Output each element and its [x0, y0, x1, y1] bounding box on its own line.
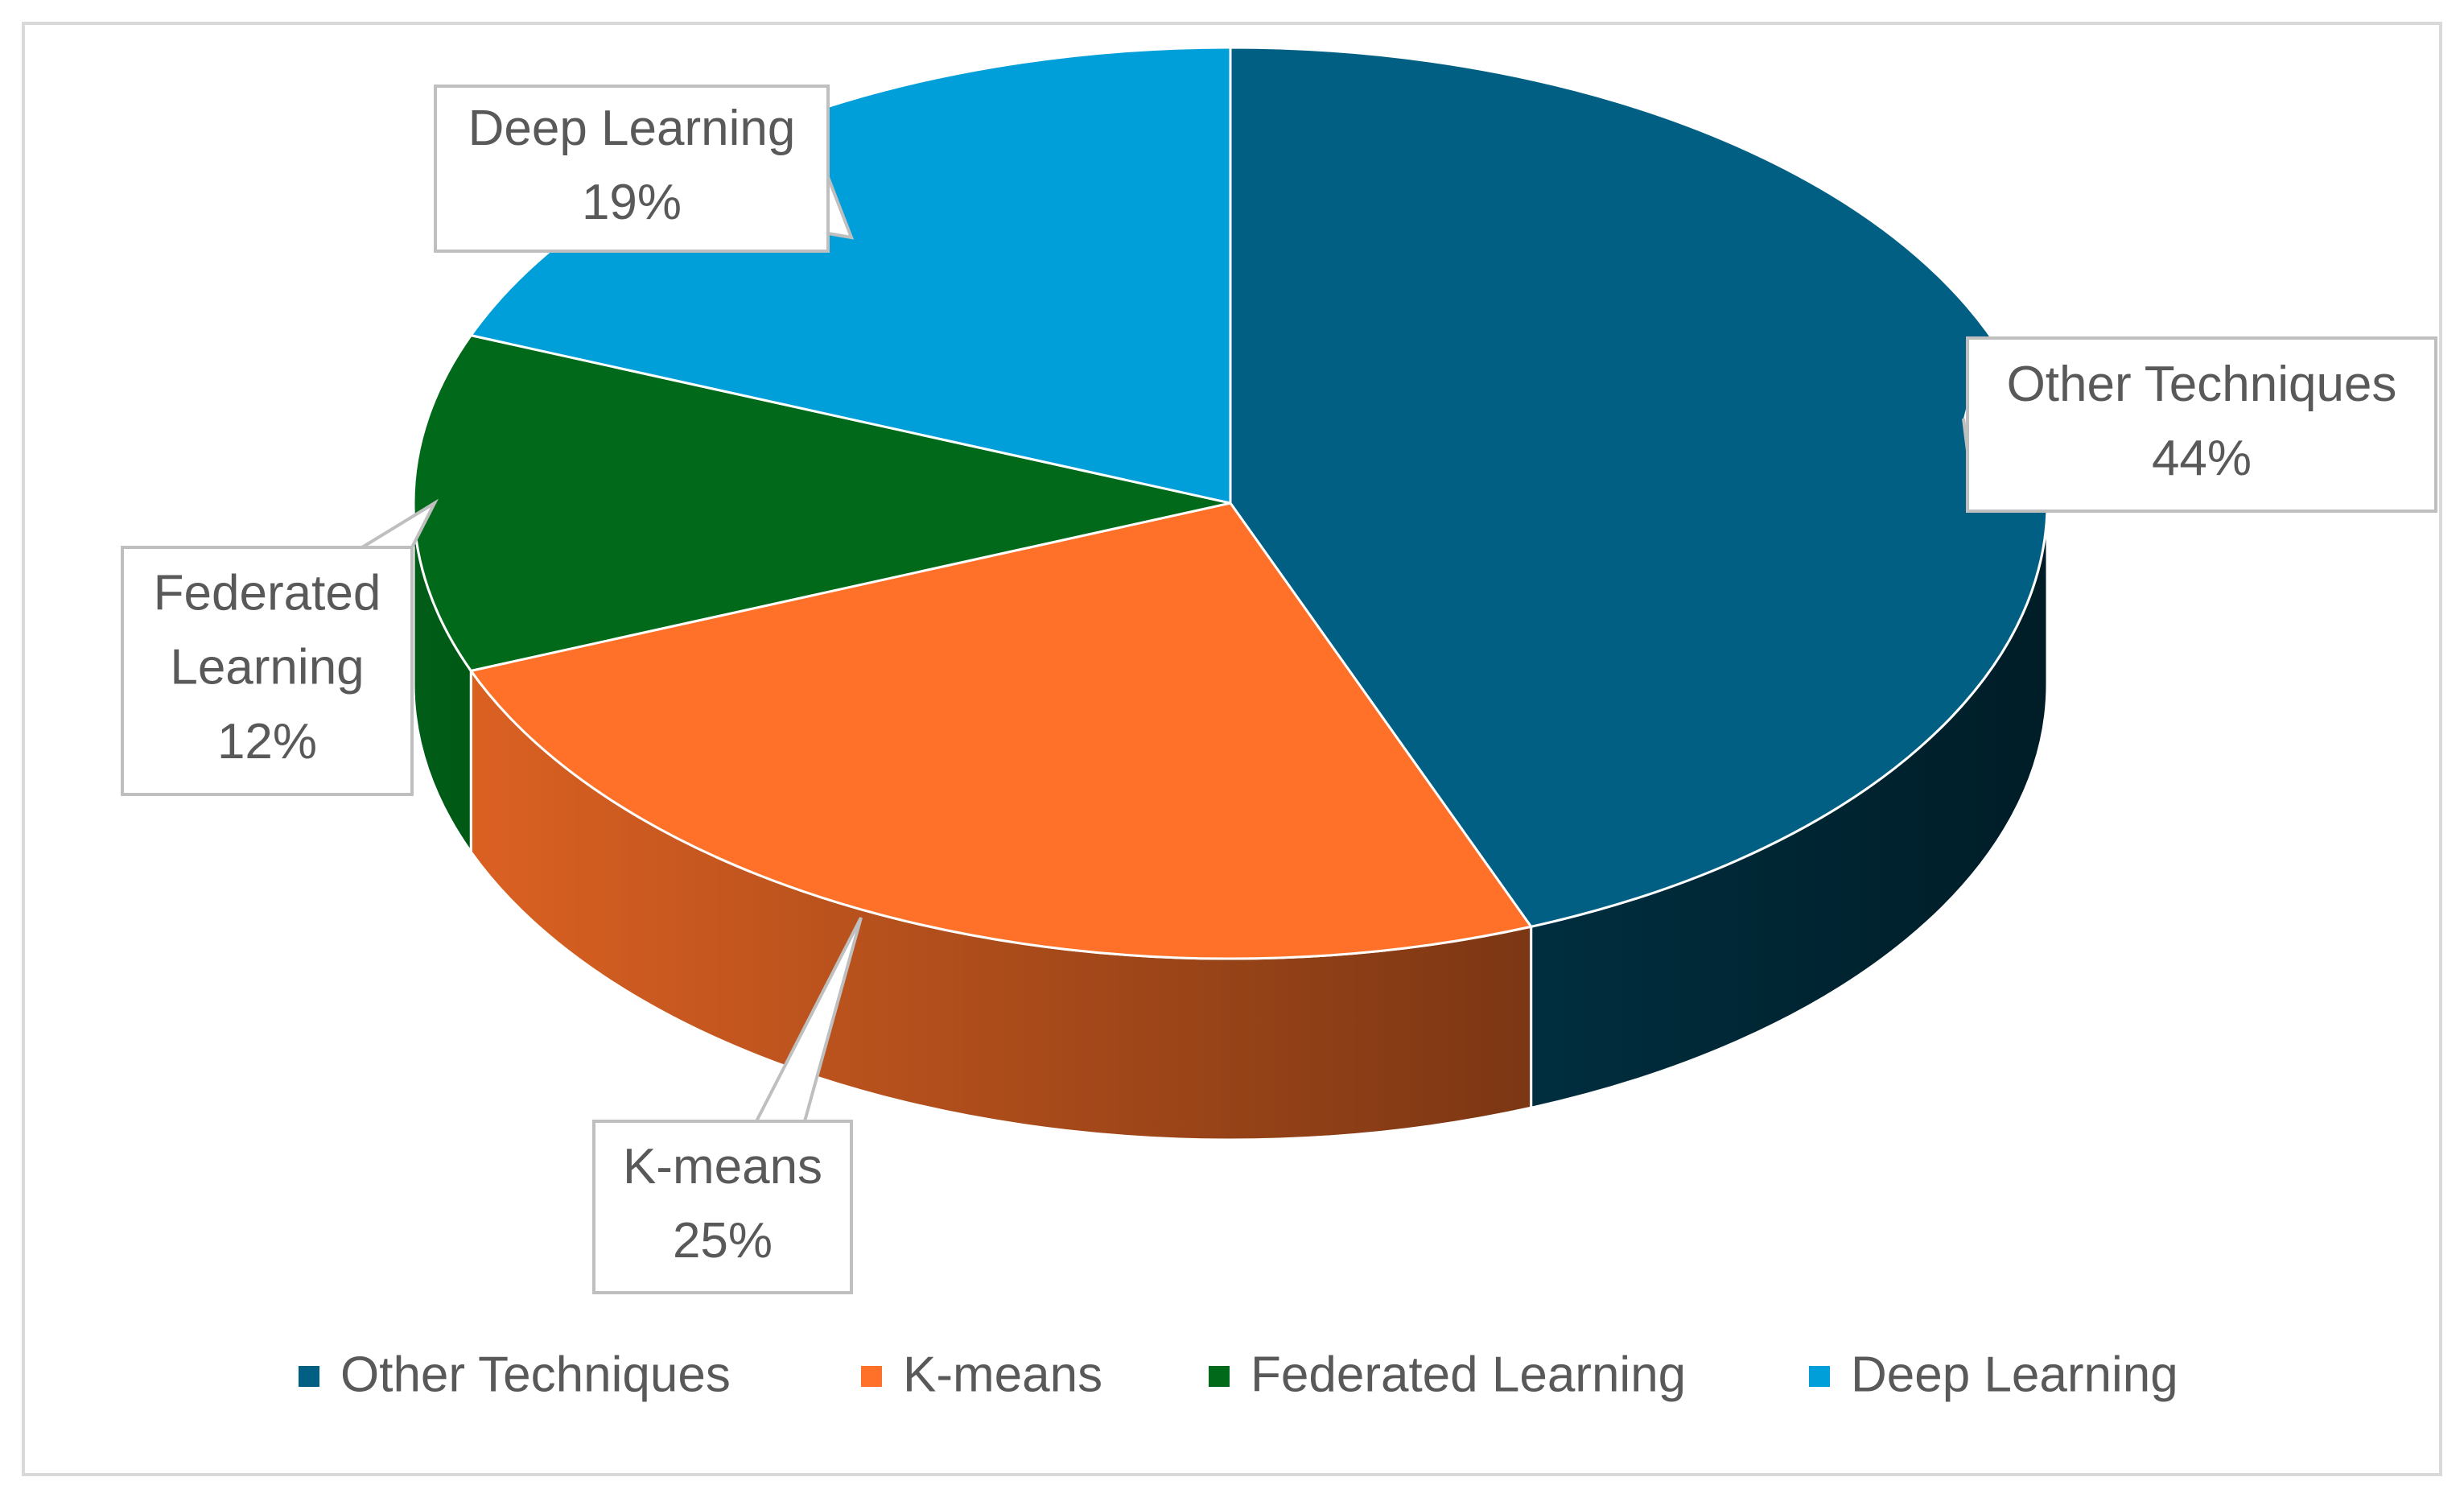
legend-label: K-means: [903, 1347, 1102, 1402]
label-pointer: [826, 176, 855, 240]
legend-label: Deep Learning: [1851, 1347, 2178, 1402]
data-label-value: 25%: [673, 1213, 773, 1269]
legend: Other Techniques K-means Federated Learnin…: [299, 1347, 2178, 1402]
data-label-category: Other Techniques: [2007, 357, 2397, 412]
data-label-value: 12%: [217, 714, 317, 770]
legend-label: Federated Learning: [1251, 1347, 1686, 1402]
pie-tops: [412, 46, 2049, 960]
label-box: [434, 85, 830, 253]
label-pointer: [755, 917, 863, 1122]
legend-swatch: [1209, 1366, 1230, 1387]
data-label-category: Federated Learning: [154, 566, 381, 695]
data-label-category: K-means: [623, 1139, 822, 1194]
legend-swatch: [1809, 1366, 1830, 1387]
label-pointer: [361, 498, 439, 549]
slice: [412, 333, 1231, 673]
label-box: [1966, 336, 2437, 513]
legend-swatch: [299, 1366, 319, 1387]
label-box: [121, 546, 414, 796]
data-label-category: Deep Learning: [468, 101, 796, 156]
label-box: [592, 1120, 853, 1294]
data-label-value: 44%: [2152, 431, 2252, 486]
slice: [468, 501, 1534, 960]
legend-swatch: [861, 1366, 882, 1387]
data-labels: Other Techniques 44% K-means 25% Federated Le…: [121, 85, 2437, 1294]
legend-label: Other Techniques: [340, 1347, 731, 1402]
data-label-value: 19%: [582, 175, 682, 230]
